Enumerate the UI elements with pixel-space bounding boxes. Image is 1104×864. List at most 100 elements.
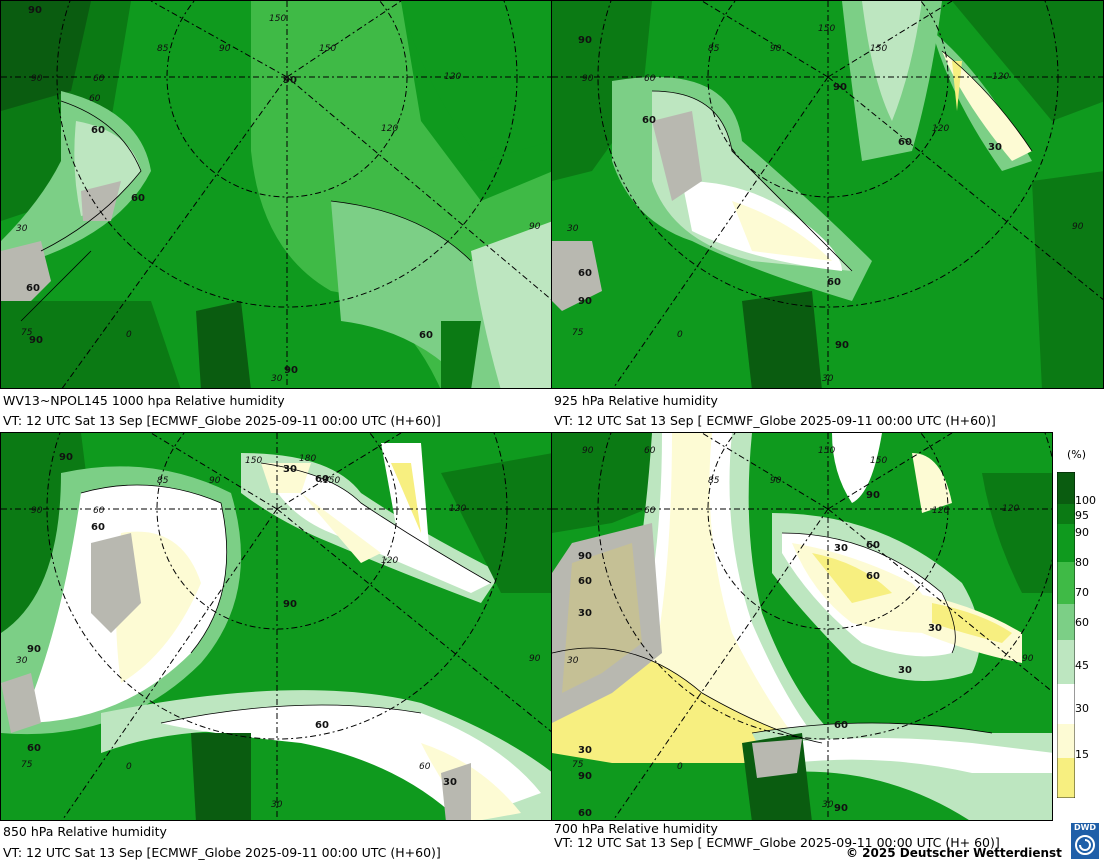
contour-label: 90 (578, 296, 592, 307)
svg-text:90: 90 (1072, 222, 1084, 232)
svg-text:60: 60 (644, 74, 656, 84)
legend-swatch-70 (1057, 604, 1075, 640)
legend-tick: 100 (1075, 494, 1096, 507)
contour-label: 60 (419, 330, 433, 341)
legend-swatch-90 (1057, 524, 1075, 562)
svg-text:60: 60 (419, 762, 431, 772)
svg-text:120: 120 (444, 72, 461, 82)
legend-swatch-80 (1057, 562, 1075, 604)
contour-label: 90 (284, 365, 298, 376)
contour-label: 90 (59, 452, 73, 463)
svg-text:30: 30 (16, 224, 28, 234)
svg-text:150: 150 (870, 456, 887, 466)
contour-label: 90 (578, 771, 592, 782)
contour-label: 60 (578, 576, 592, 587)
svg-text:90: 90 (582, 446, 594, 456)
svg-text:150: 150 (818, 24, 835, 34)
svg-text:75: 75 (21, 328, 33, 338)
svg-text:90: 90 (529, 654, 541, 664)
map-700hpa[interactable]: 90 60 30 30 60 30 90 60 30 90 60 90 60 3… (551, 432, 1053, 821)
contour-label: 60 (315, 474, 329, 485)
legend-swatch-30 (1057, 724, 1075, 758)
svg-text:30: 30 (567, 656, 579, 666)
contour-label: 30 (443, 777, 457, 788)
color-legend: (%) 100 95 90 80 70 60 45 30 15 (1052, 434, 1104, 820)
legend-tick: 60 (1075, 616, 1089, 629)
svg-text:120: 120 (1002, 504, 1019, 514)
map-925hpa[interactable]: 90 90 60 60 30 60 60 90 90 150 120 90 85… (551, 0, 1104, 389)
svg-text:90: 90 (770, 44, 782, 54)
svg-text:180: 180 (299, 454, 316, 464)
legend-tick: 80 (1075, 556, 1089, 569)
contour-label: 90 (283, 75, 297, 86)
svg-text:150: 150 (818, 446, 835, 456)
legend-unit: (%) (1067, 448, 1087, 461)
legend-tick: 30 (1075, 702, 1089, 715)
svg-text:0: 0 (126, 330, 132, 340)
svg-text:90: 90 (209, 476, 221, 486)
map-1000hpa[interactable]: 90 60 60 60 90 90 60 90 150 120 90 85 15… (0, 0, 552, 389)
svg-text:150: 150 (323, 476, 340, 486)
contour-label: 30 (988, 142, 1002, 153)
contour-label: 30 (283, 464, 297, 475)
svg-text:85: 85 (157, 476, 169, 486)
legend-swatch-45 (1057, 684, 1075, 724)
contour-label: 30 (834, 543, 848, 554)
map-850hpa[interactable]: 90 60 30 60 90 90 60 60 30 150 120 90 85… (0, 432, 552, 821)
contour-label: 90 (833, 82, 847, 93)
contour-label: 90 (578, 35, 592, 46)
contour-label: 30 (578, 608, 592, 619)
svg-text:150: 150 (870, 44, 887, 54)
svg-text:90: 90 (31, 506, 43, 516)
svg-text:75: 75 (572, 760, 584, 770)
panel-title: WV13~NPOL145 1000 hpa Relative humidity (3, 393, 285, 408)
svg-text:30: 30 (567, 224, 579, 234)
contour-label: 60 (578, 268, 592, 279)
valid-time: VT: 12 UTC Sat 13 Sep [ECMWF_Globe 2025-… (3, 845, 441, 860)
contour-label: 90 (578, 551, 592, 562)
contour-label: 60 (898, 137, 912, 148)
contour-label: 60 (866, 540, 880, 551)
contour-label: 90 (29, 335, 43, 346)
svg-text:30: 30 (822, 374, 834, 384)
contour-label: 60 (578, 808, 592, 819)
svg-text:90: 90 (31, 74, 43, 84)
svg-text:120: 120 (932, 124, 949, 134)
svg-text:150: 150 (319, 44, 336, 54)
dwd-logo: DWD (1070, 822, 1100, 860)
svg-text:85: 85 (708, 476, 720, 486)
svg-text:0: 0 (126, 762, 132, 772)
svg-text:120: 120 (381, 124, 398, 134)
svg-text:30: 30 (16, 656, 28, 666)
legend-color-bar (1057, 472, 1075, 798)
svg-text:60: 60 (644, 446, 656, 456)
contour-label: 30 (898, 665, 912, 676)
svg-text:120: 120 (992, 72, 1009, 82)
valid-time: VT: 12 UTC Sat 13 Sep [ ECMWF_Globe 2025… (554, 835, 1000, 850)
svg-text:60: 60 (93, 506, 105, 516)
svg-text:90: 90 (770, 476, 782, 486)
legend-tick: 95 (1075, 509, 1089, 522)
contour-label: 60 (91, 522, 105, 533)
panel-title: 850 hPa Relative humidity (3, 824, 167, 839)
contour-label: 30 (928, 623, 942, 634)
legend-swatch-95 (1057, 504, 1075, 524)
svg-text:75: 75 (572, 328, 584, 338)
contour-label: 60 (866, 571, 880, 582)
svg-text:0: 0 (677, 762, 683, 772)
svg-text:60: 60 (89, 94, 101, 104)
svg-text:30: 30 (271, 374, 283, 384)
svg-text:75: 75 (21, 760, 33, 770)
contour-label: 30 (578, 745, 592, 756)
svg-text:90: 90 (1022, 654, 1034, 664)
valid-time: VT: 12 UTC Sat 13 Sep [ECMWF_Globe 2025-… (3, 413, 441, 428)
legend-tick: 15 (1075, 748, 1089, 761)
svg-text:120: 120 (932, 506, 949, 516)
legend-swatch-100 (1057, 472, 1075, 504)
svg-text:30: 30 (271, 800, 283, 810)
valid-time: VT: 12 UTC Sat 13 Sep [ ECMWF_Globe 2025… (554, 413, 996, 428)
svg-text:120: 120 (381, 556, 398, 566)
legend-swatch-60 (1057, 640, 1075, 684)
svg-text:60: 60 (93, 74, 105, 84)
svg-text:120: 120 (449, 504, 466, 514)
